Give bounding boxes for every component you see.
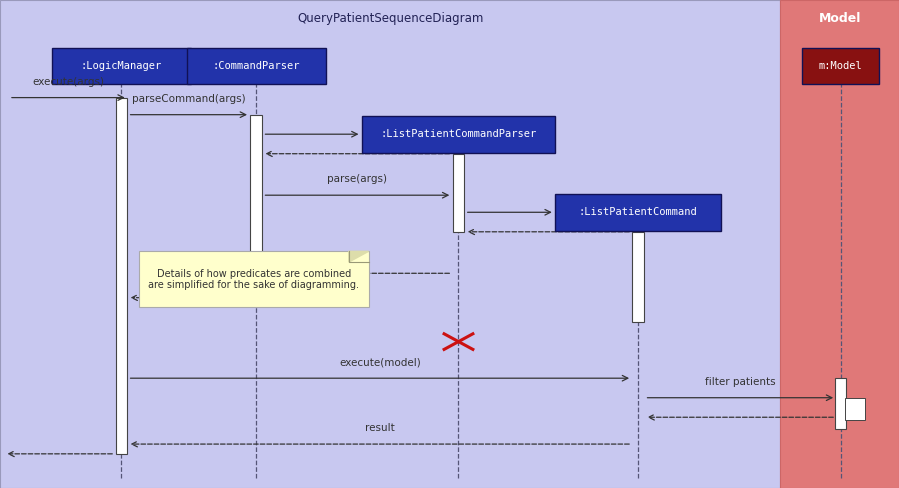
Text: execute(model): execute(model) bbox=[339, 358, 421, 367]
Text: m:Model: m:Model bbox=[819, 61, 862, 71]
Bar bbox=[186, 48, 325, 84]
Bar bbox=[453, 154, 465, 232]
Bar bbox=[555, 194, 721, 231]
Text: parseCommand(args): parseCommand(args) bbox=[132, 94, 245, 104]
Text: result: result bbox=[365, 424, 395, 433]
Bar bbox=[250, 115, 263, 298]
Text: Model: Model bbox=[818, 12, 861, 25]
Bar bbox=[780, 0, 899, 488]
Text: :CommandParser: :CommandParser bbox=[212, 61, 300, 71]
Text: Details of how predicates are combined
are simplified for the sake of diagrammin: Details of how predicates are combined a… bbox=[148, 268, 360, 290]
Text: :ListPatientCommand: :ListPatientCommand bbox=[579, 207, 698, 217]
Bar bbox=[803, 48, 879, 84]
Bar bbox=[115, 98, 128, 454]
Text: QueryPatientSequenceDiagram: QueryPatientSequenceDiagram bbox=[297, 12, 484, 25]
Polygon shape bbox=[349, 251, 369, 262]
Text: :LogicManager: :LogicManager bbox=[81, 61, 162, 71]
Text: filter patients: filter patients bbox=[705, 377, 776, 387]
Text: parse(args): parse(args) bbox=[327, 175, 387, 184]
Bar bbox=[361, 116, 556, 152]
Bar bbox=[52, 48, 191, 84]
Text: :ListPatientCommandParser: :ListPatientCommandParser bbox=[380, 129, 537, 139]
Bar bbox=[633, 232, 644, 322]
Bar bbox=[845, 398, 865, 420]
Text: execute(args): execute(args) bbox=[32, 77, 104, 87]
Bar bbox=[0, 0, 780, 488]
Bar bbox=[139, 251, 369, 307]
Bar bbox=[835, 378, 847, 429]
